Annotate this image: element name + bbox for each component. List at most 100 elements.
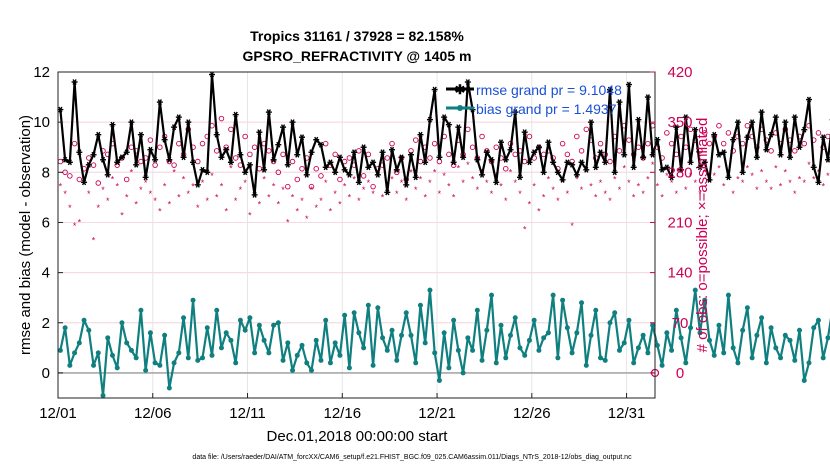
- obs-possible-point: [95, 180, 102, 186]
- bias-point: [171, 360, 177, 366]
- rmse-point: [351, 149, 358, 156]
- rmse-point: [190, 159, 197, 166]
- obs-assimilated-point: *: [106, 196, 110, 206]
- obs-assimilated-point: *: [149, 189, 153, 199]
- legend-bias-marker: [457, 105, 463, 111]
- obs-possible-point: [583, 126, 590, 133]
- bias-point: [346, 365, 352, 371]
- bias-point: [735, 360, 741, 366]
- rmse-point-stroke: [612, 169, 617, 176]
- rmse-point-stroke: [522, 129, 527, 136]
- bias-point: [626, 317, 632, 323]
- obs-assimilated-point: *: [622, 164, 626, 174]
- bias-point: [294, 352, 300, 358]
- obs-assimilated-point: *: [703, 167, 707, 177]
- obs-assimilated-point: *: [224, 207, 228, 217]
- obs-assimilated-point: *: [457, 164, 461, 174]
- obs-possible-point: [251, 144, 258, 150]
- right-tick-label: 0: [676, 365, 684, 382]
- rmse-point: [682, 114, 689, 121]
- obs-assimilated-point: *: [689, 171, 693, 181]
- left-tick-label: 10: [33, 114, 50, 131]
- bias-point: [650, 322, 656, 328]
- rmse-point-stroke: [186, 119, 191, 126]
- bias-point: [616, 347, 622, 353]
- rmse-point-stroke: [318, 141, 324, 148]
- obs-assimilated-point: *: [490, 189, 494, 199]
- rmse-point: [540, 169, 547, 176]
- bias-point: [399, 332, 405, 338]
- rmse-point: [488, 156, 495, 163]
- bias-point: [555, 355, 561, 361]
- bias-point: [351, 310, 357, 316]
- rmse-point: [370, 159, 377, 166]
- bias-point: [403, 310, 409, 316]
- rmse-point-stroke: [622, 151, 627, 158]
- rmse-point: [810, 164, 817, 171]
- bias-point: [607, 320, 613, 326]
- obs-possible-point: [825, 133, 830, 140]
- rmse-point-stroke: [816, 179, 821, 186]
- rmse-point-stroke: [295, 151, 300, 158]
- bias-point: [375, 305, 381, 311]
- rmse-point-stroke: [423, 159, 428, 166]
- rmse-point-stroke: [219, 154, 224, 161]
- obs-assimilated-point: *: [438, 189, 442, 199]
- rmse-point: [512, 109, 519, 116]
- bias-point: [342, 312, 348, 318]
- rmse-point-stroke: [224, 146, 229, 153]
- right-tick-label: 350: [667, 114, 692, 131]
- rmse-point: [597, 149, 604, 156]
- obs-assimilated-point: *: [187, 189, 191, 199]
- rmse-point-stroke: [527, 159, 532, 166]
- obs-assimilated-point: *: [115, 182, 119, 192]
- obs-assimilated-point: *: [300, 196, 304, 206]
- obs-assimilated-point: *: [812, 174, 816, 184]
- rmse-point-stroke: [252, 191, 257, 198]
- obs-assimilated-point: *: [134, 200, 138, 210]
- bias-point: [526, 337, 532, 343]
- rmse-point-stroke: [190, 159, 196, 166]
- rmse-point: [725, 174, 732, 181]
- rmse-point: [526, 159, 533, 166]
- bias-point: [299, 342, 305, 348]
- bias-point: [631, 360, 637, 366]
- rmse-point: [204, 169, 211, 176]
- obs-possible-point: [247, 151, 253, 158]
- obs-assimilated-point: *: [774, 164, 778, 174]
- rmse-point: [403, 181, 410, 188]
- rmse-point: [445, 121, 452, 128]
- bias-point: [356, 330, 362, 336]
- obs-possible-point: [668, 140, 675, 147]
- rmse-point-stroke: [437, 154, 442, 161]
- rmse-point: [554, 169, 561, 176]
- rmse-point: [152, 156, 159, 163]
- rmse-point: [687, 159, 694, 166]
- bias-point: [716, 322, 722, 328]
- obs-assimilated-point: *: [594, 192, 598, 202]
- obs-assimilated-point: *: [712, 171, 716, 181]
- rmse-point: [777, 151, 784, 158]
- rmse-point-stroke: [631, 164, 636, 171]
- rmse-point: [123, 149, 130, 156]
- legend-bias-label: bias grand pr = 1.4937: [476, 101, 617, 117]
- rmse-point: [393, 166, 400, 173]
- rmse-point: [502, 156, 509, 163]
- rmse-point: [109, 121, 116, 128]
- bias-point: [673, 307, 679, 313]
- obs-possible-point: [446, 151, 452, 158]
- obs-assimilated-point: *: [784, 167, 788, 177]
- obs-possible-point: [157, 144, 163, 150]
- obs-assimilated-point: *: [352, 174, 356, 184]
- rmse-point-stroke: [825, 156, 830, 163]
- rmse-point-stroke: [669, 174, 674, 181]
- obs-possible-point: [408, 148, 414, 154]
- rmse-point-stroke: [389, 146, 395, 153]
- rmse-point: [763, 146, 770, 153]
- bias-point: [550, 292, 556, 298]
- obs-assimilated-point: *: [755, 185, 759, 195]
- obs-assimilated-point: *: [452, 192, 456, 202]
- obs-possible-point: [597, 140, 604, 147]
- bias-point: [740, 327, 746, 333]
- obs-assimilated-point: *: [665, 171, 669, 181]
